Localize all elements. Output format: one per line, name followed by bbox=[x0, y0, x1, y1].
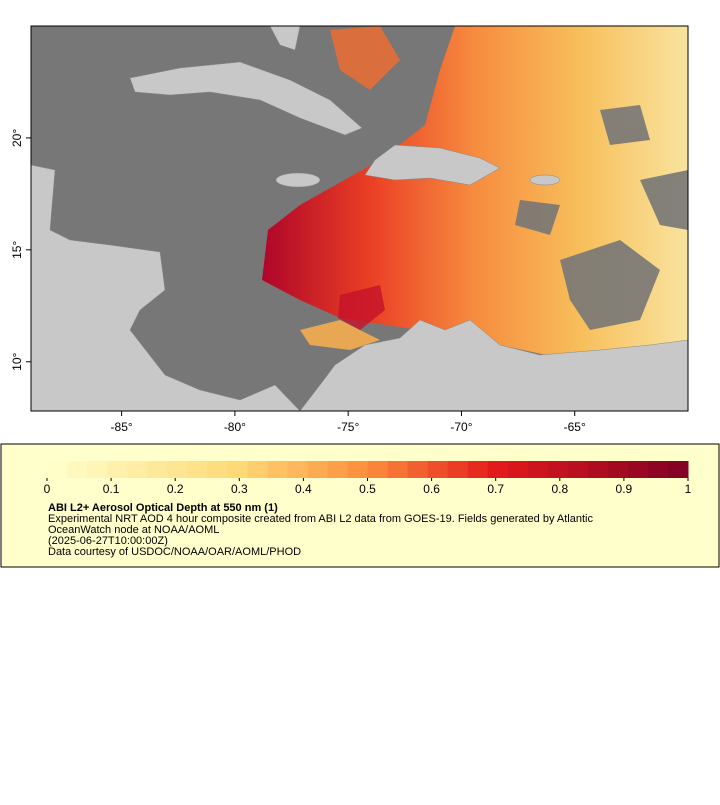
colorbar-swatch bbox=[367, 461, 389, 478]
colorbar-tick-label: 0.4 bbox=[295, 482, 312, 496]
colorbar: 0 0.1 0.2 0.3 0.4 0.5 0.6 0.7 0.8 0.9 1 bbox=[44, 461, 692, 496]
colorbar-swatch bbox=[347, 461, 368, 478]
colorbar-swatch bbox=[527, 461, 549, 478]
axes: -85° -80° -75° -70° -65° 10° 15° 20° bbox=[10, 129, 586, 434]
colorbar-swatch bbox=[427, 461, 449, 478]
caption-line: OceanWatch node at NOAA/AOML bbox=[48, 524, 219, 536]
colorbar-tick-label: 0.1 bbox=[103, 482, 120, 496]
colorbar-swatch bbox=[267, 461, 288, 478]
x-tick-label: -75° bbox=[337, 420, 359, 434]
aerosol-patch bbox=[338, 285, 385, 330]
colorbar-swatch bbox=[147, 461, 168, 478]
caption-title: ABI L2+ Aerosol Optical Depth at 550 nm … bbox=[48, 502, 278, 514]
colorbar-swatch bbox=[167, 461, 188, 478]
y-tick-label: 15° bbox=[10, 241, 24, 259]
jamaica bbox=[275, 172, 321, 188]
colorbar-tick-label: 0.7 bbox=[487, 482, 504, 496]
colorbar-tick-label: 0.9 bbox=[616, 482, 633, 496]
colorbar-swatch bbox=[567, 461, 589, 478]
colorbar-swatch bbox=[507, 461, 529, 478]
aerosol-patch bbox=[300, 320, 380, 350]
colorbar-swatch bbox=[647, 461, 669, 478]
colorbar-swatch bbox=[487, 461, 509, 478]
caption-line: Data courtesy of USDOC/NOAA/OAR/AOML/PHO… bbox=[48, 546, 301, 558]
colorbar-swatch bbox=[667, 461, 689, 478]
aerosol-patch bbox=[330, 26, 400, 90]
colorbar-swatch bbox=[47, 461, 68, 478]
colorbar-swatch bbox=[327, 461, 348, 478]
colorbar-tick-label: 0.6 bbox=[423, 482, 440, 496]
colorbar-swatch bbox=[627, 461, 649, 478]
south-america bbox=[299, 319, 688, 411]
x-tick-label: -85° bbox=[111, 420, 133, 434]
colorbar-tick-label: 0 bbox=[44, 482, 51, 496]
colorbar-swatch bbox=[587, 461, 609, 478]
colorbar-swatch bbox=[127, 461, 148, 478]
colorbar-swatch bbox=[307, 461, 328, 478]
colorbar-swatch bbox=[107, 461, 128, 478]
cloud-gaps bbox=[515, 105, 688, 330]
puerto-rico bbox=[529, 174, 561, 186]
colorbar-swatch bbox=[67, 461, 88, 478]
colorbar-tick-label: 0.5 bbox=[359, 482, 376, 496]
caption-line: Experimental NRT AOD 4 hour composite cr… bbox=[48, 513, 593, 525]
colorbar-swatch bbox=[247, 461, 268, 478]
colorbar-swatch bbox=[387, 461, 409, 478]
colorbar-swatch bbox=[547, 461, 569, 478]
y-tick-label: 20° bbox=[10, 129, 24, 147]
colorbar-swatch bbox=[287, 461, 308, 478]
colorbar-swatch bbox=[467, 461, 489, 478]
florida-keys bbox=[269, 26, 301, 51]
colorbar-swatch bbox=[207, 461, 228, 478]
x-tick-label: -65° bbox=[564, 420, 586, 434]
colorbar-swatch bbox=[87, 461, 108, 478]
y-tick-label: 10° bbox=[10, 352, 24, 370]
central-america bbox=[31, 164, 301, 411]
colorbar-tick-label: 0.2 bbox=[167, 482, 184, 496]
colorbar-tick-label: 1 bbox=[685, 482, 692, 496]
hispaniola bbox=[364, 144, 501, 186]
colorbar-swatch bbox=[187, 461, 208, 478]
cuba bbox=[129, 61, 363, 136]
x-tick-label: -80° bbox=[224, 420, 246, 434]
colorbar-swatch bbox=[447, 461, 469, 478]
colorbar-tick-label: 0.3 bbox=[231, 482, 248, 496]
colorbar-tick-label: 0.8 bbox=[551, 482, 568, 496]
colorbar-swatch bbox=[407, 461, 429, 478]
map-frame bbox=[30, 25, 689, 412]
colorbar-swatch bbox=[227, 461, 248, 478]
land bbox=[31, 26, 688, 411]
x-tick-label: -70° bbox=[450, 420, 472, 434]
colorbar-swatch bbox=[607, 461, 629, 478]
caption-line: (2025-06-27T10:00:00Z) bbox=[48, 535, 168, 547]
map-area bbox=[31, 26, 688, 411]
